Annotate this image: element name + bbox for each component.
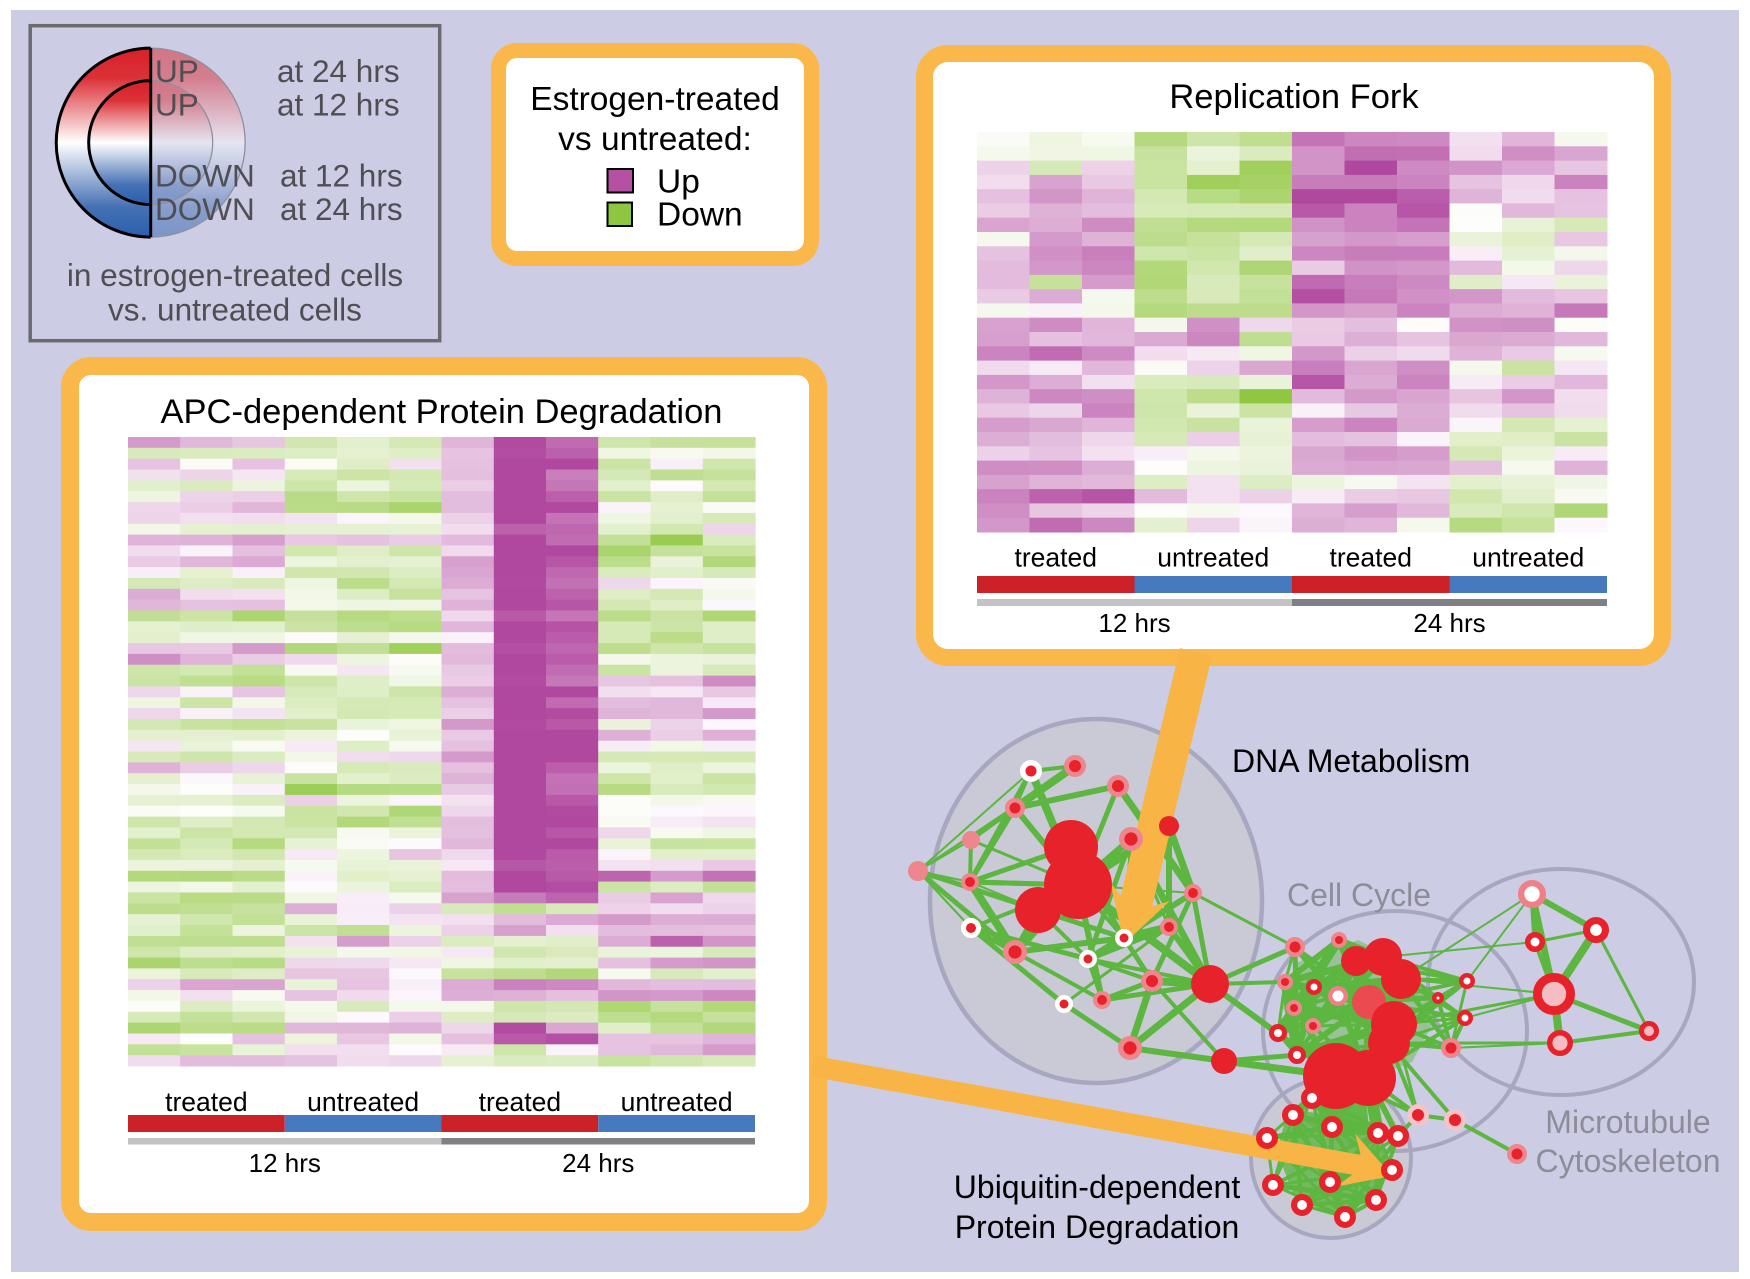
- svg-text:treated: treated: [1329, 543, 1412, 573]
- svg-text:12 hrs: 12 hrs: [249, 1148, 321, 1178]
- svg-text:24 hrs: 24 hrs: [1413, 608, 1485, 638]
- svg-text:treated: treated: [1014, 543, 1097, 573]
- svg-text:untreated: untreated: [1472, 543, 1584, 573]
- svg-text:Protein Degradation: Protein Degradation: [955, 1209, 1240, 1245]
- svg-text:DOWN: DOWN: [155, 158, 255, 194]
- svg-text:Cytoskeleton: Cytoskeleton: [1536, 1143, 1721, 1179]
- svg-text:at 24 hrs: at 24 hrs: [277, 53, 400, 89]
- svg-text:DOWN: DOWN: [155, 191, 255, 227]
- svg-text:Cell Cycle: Cell Cycle: [1287, 877, 1431, 913]
- svg-text:untreated: untreated: [1157, 543, 1269, 573]
- svg-text:untreated: untreated: [621, 1087, 733, 1117]
- svg-text:Estrogen-treated: Estrogen-treated: [530, 81, 780, 118]
- svg-text:at 24 hrs: at 24 hrs: [280, 191, 403, 227]
- svg-text:treated: treated: [165, 1087, 248, 1117]
- svg-text:Down: Down: [657, 197, 743, 234]
- svg-text:treated: treated: [479, 1087, 562, 1117]
- svg-text:vs. untreated cells: vs. untreated cells: [108, 292, 362, 328]
- svg-text:UP: UP: [155, 53, 199, 89]
- svg-text:DNA Metabolism: DNA Metabolism: [1232, 743, 1470, 779]
- svg-text:Replication Fork: Replication Fork: [1169, 78, 1419, 116]
- svg-text:Ubiquitin-dependent: Ubiquitin-dependent: [954, 1169, 1241, 1205]
- svg-text:at 12 hrs: at 12 hrs: [277, 87, 400, 123]
- svg-text:APC-dependent Protein Degradat: APC-dependent Protein Degradation: [161, 393, 723, 431]
- svg-text:untreated: untreated: [307, 1087, 419, 1117]
- svg-text:Microtubule: Microtubule: [1545, 1104, 1710, 1140]
- svg-text:UP: UP: [155, 87, 199, 123]
- svg-text:Up: Up: [657, 164, 700, 201]
- svg-text:vs untreated:: vs untreated:: [558, 121, 752, 158]
- svg-text:24 hrs: 24 hrs: [562, 1148, 634, 1178]
- svg-text:at 12 hrs: at 12 hrs: [280, 158, 403, 194]
- svg-text:in estrogen-treated cells: in estrogen-treated cells: [67, 257, 403, 293]
- svg-text:12 hrs: 12 hrs: [1098, 608, 1170, 638]
